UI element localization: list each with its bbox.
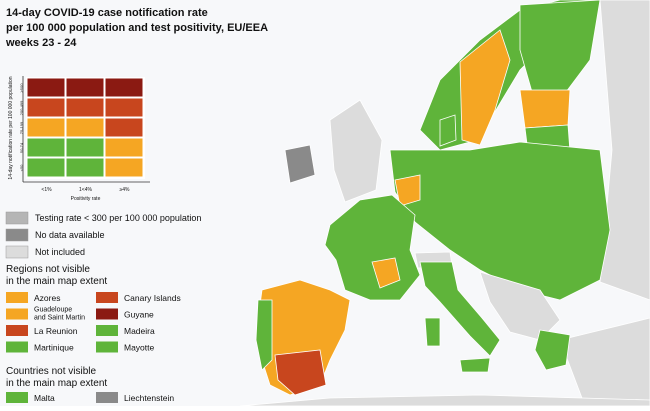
legend-label: Mayotte (124, 343, 155, 353)
matrix-cell (104, 77, 144, 98)
legend-label: No data available (35, 230, 105, 240)
title-line: per 100 000 population and test positivi… (6, 22, 268, 34)
section-title: Regions not visible (6, 264, 90, 275)
legend-label: La Reunion (34, 326, 78, 336)
legend-swatch (96, 325, 118, 336)
legend-swatch (96, 308, 118, 320)
legend-swatch (96, 392, 118, 403)
netherlands (394, 174, 421, 207)
denmark (439, 114, 457, 147)
uk (329, 99, 383, 203)
row-label: ≥500 (19, 83, 24, 93)
title-line: 14-day COVID-19 case notification rate (6, 7, 208, 19)
col-label: <1% (41, 187, 52, 193)
title-line: weeks 23 - 24 (5, 37, 77, 49)
section-title: Countries not visible (6, 366, 96, 377)
matrix-cell (26, 97, 66, 118)
matrix-cell (26, 157, 66, 178)
row-label: 200-499 (19, 100, 24, 115)
turkey (559, 317, 650, 407)
legend-label: Madeira (124, 326, 155, 336)
legend-swatch (5, 228, 29, 242)
x-axis-title: Positivity rate (71, 196, 101, 202)
matrix-cell (65, 137, 105, 158)
legend-label: Malta (34, 393, 55, 403)
legend-label: Guyane (124, 310, 154, 320)
col-label: 1<4% (79, 187, 92, 193)
legend-swatch (96, 292, 118, 303)
legend-label: and Saint Martin (34, 315, 85, 322)
greece (534, 329, 571, 371)
legend-label: Testing rate < 300 per 100 000 populatio… (35, 213, 201, 223)
sardinia (424, 317, 441, 347)
legend-label: Liechtenstein (124, 393, 174, 403)
italy (419, 261, 501, 357)
legend-label: Azores (34, 293, 60, 303)
legend-swatch (6, 292, 28, 303)
matrix-cell (26, 137, 66, 158)
col-label: ≥4% (120, 187, 131, 193)
matrix-cell (26, 77, 66, 98)
section-title: in the main map extent (6, 378, 107, 389)
legend-swatch (96, 341, 118, 353)
matrix-cell (65, 77, 105, 98)
title: 14-day COVID-19 case notification rate p… (5, 7, 268, 49)
matrix-cell (65, 157, 105, 178)
france-region (371, 257, 401, 289)
row-label: 50-74 (19, 142, 24, 153)
row-label: 75-199 (19, 121, 24, 134)
legend-label: Not included (35, 247, 85, 257)
baltics-north (519, 89, 571, 129)
sicily (459, 357, 491, 373)
ireland (284, 144, 316, 184)
y-axis-title: 14-day notification rate per 100 000 pop… (8, 76, 14, 179)
legend-swatch (6, 308, 28, 320)
row-label: <50 (19, 164, 24, 172)
legend-swatch (5, 211, 29, 225)
matrix-cell (104, 97, 144, 118)
sweden (459, 29, 511, 146)
matrix-cell (104, 137, 144, 158)
section-title: in the main map extent (6, 276, 107, 287)
legend-swatch (5, 245, 29, 259)
andalusia (274, 349, 327, 396)
matrix-cell (65, 97, 105, 118)
matrix-cell (26, 117, 66, 138)
matrix-cell (104, 117, 144, 138)
matrix-cell (65, 117, 105, 138)
legend-label: Martinique (34, 343, 74, 353)
matrix-cell (104, 157, 144, 178)
legend-swatch (6, 341, 28, 353)
central-europe (389, 141, 611, 301)
east-region (599, 0, 650, 301)
legend-swatch (6, 325, 28, 336)
legend-label: Guadeloupe (34, 307, 72, 314)
legend: ≥500 200-499 75-199 50-74 <50 14-day notifica… (5, 76, 201, 403)
portugal (255, 299, 273, 371)
legend-label: Canary Islands (124, 293, 181, 303)
legend-swatch (6, 392, 28, 403)
